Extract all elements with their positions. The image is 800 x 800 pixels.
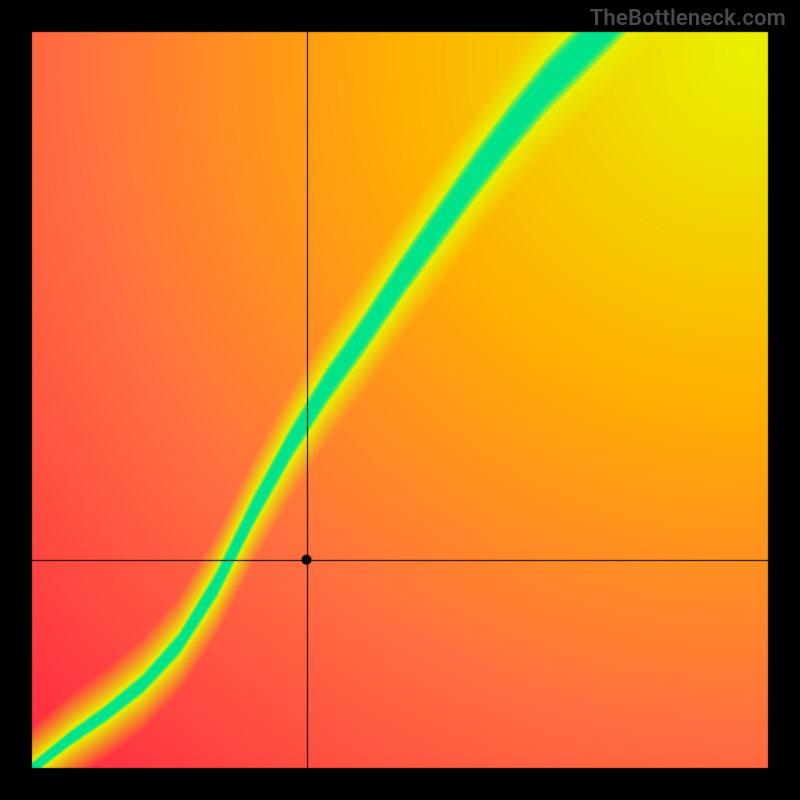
chart-container: TheBottleneck.com xyxy=(0,0,800,800)
watermark-text: TheBottleneck.com xyxy=(590,6,786,31)
bottleneck-heatmap xyxy=(0,0,800,800)
